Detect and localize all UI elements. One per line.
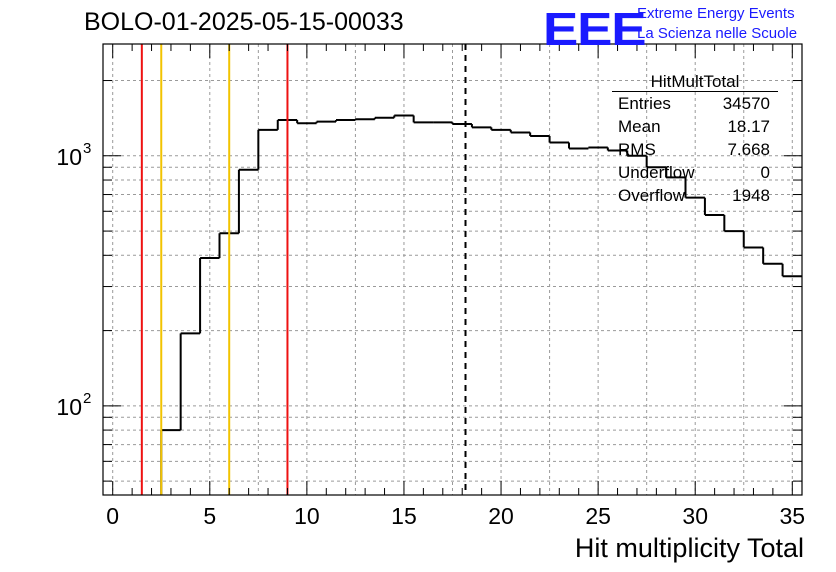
eee-logo: EEE xyxy=(543,3,647,55)
marker-lines xyxy=(140,44,467,495)
stats-value: 18.17 xyxy=(727,117,770,136)
stats-value: 7.668 xyxy=(727,140,770,159)
y-tick-exponent: 2 xyxy=(83,390,91,407)
stats-value: 0 xyxy=(760,163,770,182)
logo-line-1: Extreme Energy Events xyxy=(637,5,795,22)
stats-label: Overflow xyxy=(618,186,686,205)
logo-line-2: La Scienza nelle Scuole xyxy=(637,25,798,42)
stats-row-overflow: Overflow 1948 xyxy=(612,184,770,207)
y-tick-label: 10 xyxy=(56,144,82,170)
page-title: BOLO-01-2025-05-15-00033 xyxy=(84,8,404,36)
x-tick-label: 25 xyxy=(585,503,611,529)
stats-row-mean: Mean 18.17 xyxy=(612,115,770,138)
stats-divider xyxy=(612,91,778,92)
y-tick-label: 10 xyxy=(56,394,82,420)
y-tick-exponent: 3 xyxy=(83,140,91,157)
x-axis-label: Hit multiplicity Total xyxy=(574,533,804,563)
x-tick-label: 5 xyxy=(203,503,216,529)
stats-row-entries: Entries 34570 xyxy=(612,92,770,115)
x-tick-label: 10 xyxy=(294,503,320,529)
stats-row-underflow: Underflow 0 xyxy=(612,161,770,184)
stats-row-rms: RMS 7.668 xyxy=(612,138,770,161)
stats-label: RMS xyxy=(618,140,656,159)
x-tick-label: 35 xyxy=(779,503,805,529)
stats-label: Entries xyxy=(618,94,671,113)
plot-frame xyxy=(102,43,803,496)
x-tick-label: 30 xyxy=(682,503,708,529)
x-tick-label: 20 xyxy=(488,503,514,529)
x-tick-label: 15 xyxy=(391,503,417,529)
stats-value: 34570 xyxy=(722,94,770,113)
stats-value: 1948 xyxy=(732,186,770,205)
axes xyxy=(102,43,803,496)
stats-label: Underflow xyxy=(618,163,695,182)
stats-title: HitMultTotal xyxy=(650,72,740,91)
stats-box: HitMultTotal Entries 34570 Mean 18.17 RM… xyxy=(612,72,778,207)
x-tick-label: 0 xyxy=(106,503,119,529)
stats-label: Mean xyxy=(618,117,661,136)
